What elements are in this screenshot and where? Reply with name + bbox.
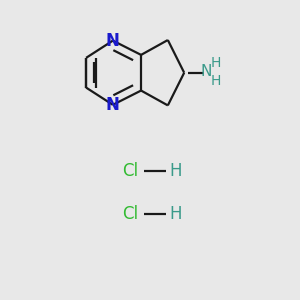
- Text: Cl: Cl: [122, 205, 138, 223]
- Text: Cl: Cl: [122, 162, 138, 180]
- Text: N: N: [106, 32, 120, 50]
- Text: H: H: [169, 205, 182, 223]
- Text: H: H: [211, 74, 221, 88]
- Text: N: N: [201, 64, 212, 79]
- Text: H: H: [169, 162, 182, 180]
- Text: H: H: [211, 56, 221, 70]
- Text: N: N: [106, 96, 120, 114]
